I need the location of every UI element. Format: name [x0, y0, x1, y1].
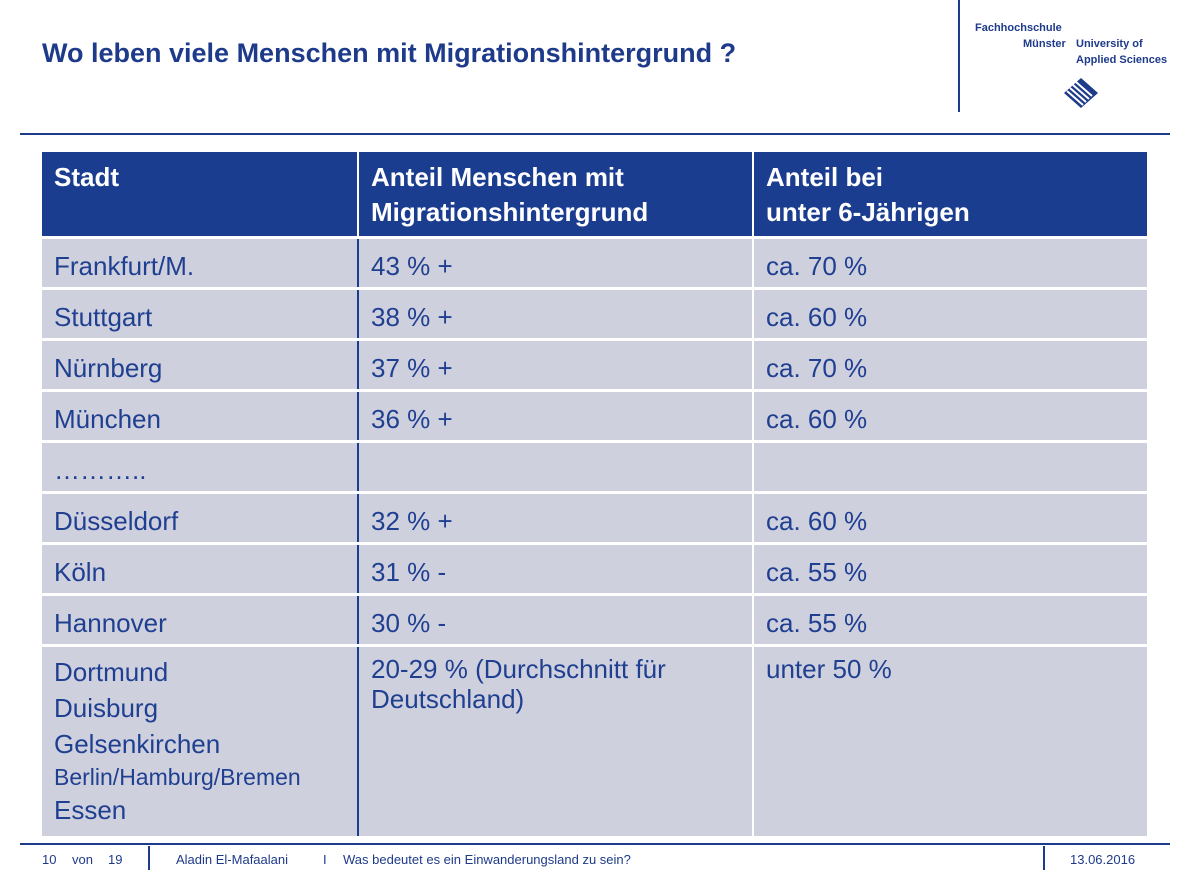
- header-under6-share-line2: unter 6-Jährigen: [766, 197, 970, 227]
- cell-share: 43 % +: [357, 236, 753, 289]
- share-line1: 20-29 % (Durchschnitt für: [371, 654, 666, 684]
- table-row: Köln 31 % - ca. 55 %: [42, 542, 1147, 595]
- logo-text-english: University of Applied Sciences: [1076, 36, 1167, 68]
- cell-share: 37 % +: [357, 338, 753, 391]
- logo-line-muenster: Münster: [1023, 38, 1066, 50]
- footer-author: Aladin El-Mafaalani: [176, 852, 289, 867]
- cell-city: Frankfurt/M.: [42, 236, 358, 289]
- city-duisburg: Duisburg: [54, 693, 159, 723]
- footer-page-total: 19: [108, 852, 123, 867]
- footer-date: 13.06.2016: [1070, 852, 1136, 867]
- cell-city: Nürnberg: [42, 338, 358, 391]
- table-row: Stuttgart 38 % + ca. 60 %: [42, 287, 1147, 340]
- table-row-ellipsis: ………..: [42, 440, 1147, 493]
- cell-under6: ca. 60 %: [752, 491, 1147, 544]
- cell-share: 32 % +: [357, 491, 753, 544]
- cell-share: 20-29 % (Durchschnitt für Deutschland): [357, 644, 753, 836]
- header-under6-share-line1: Anteil bei: [766, 162, 884, 192]
- table-row-multi-city: Dortmund Duisburg Gelsenkirchen Berlin/H…: [42, 644, 1147, 836]
- footer-subtitle: Was bedeutet es ein Einwanderungsland zu…: [343, 852, 631, 867]
- footer-divider-right: [1043, 846, 1045, 870]
- header-migration-share-line2: Migrationshintergrund: [371, 197, 649, 227]
- city-dortmund: Dortmund: [54, 657, 169, 687]
- header-rule: [20, 133, 1170, 135]
- cell-under6: ca. 60 %: [752, 389, 1147, 442]
- cell-city: ………..: [42, 440, 358, 493]
- logo-line-applied-sciences: Applied Sciences: [1076, 54, 1168, 66]
- cell-city: Stuttgart: [42, 287, 358, 340]
- cell-under6: ca. 60 %: [752, 287, 1147, 340]
- cell-under6: ca. 70 %: [752, 236, 1147, 289]
- cell-share: 36 % +: [357, 389, 753, 442]
- cell-share: 38 % +: [357, 287, 753, 340]
- cell-cities-list: Dortmund Duisburg Gelsenkirchen Berlin/H…: [42, 644, 358, 836]
- header-city-line1: Stadt: [54, 162, 119, 192]
- table-header-row: Stadt Anteil Menschen mit Migrationshint…: [42, 152, 1147, 238]
- table-row: Düsseldorf 32 % + ca. 60 %: [42, 491, 1147, 544]
- logo-divider: [958, 0, 960, 112]
- university-logo-icon: [1064, 78, 1098, 108]
- cell-city: Köln: [42, 542, 358, 595]
- cell-under6: ca. 55 %: [752, 593, 1147, 646]
- table-row: Hannover 30 % - ca. 55 %: [42, 593, 1147, 646]
- cell-share: 30 % -: [357, 593, 753, 646]
- footer-of-label: von: [72, 852, 93, 867]
- table-row: Frankfurt/M. 43 % + ca. 70 %: [42, 236, 1147, 289]
- cell-under6: ca. 70 %: [752, 338, 1147, 391]
- header-migration-share-line1: Anteil Menschen mit: [371, 162, 624, 192]
- cell-under6: [752, 440, 1147, 493]
- cell-share: 31 % -: [357, 542, 753, 595]
- cell-share: [357, 440, 753, 493]
- logo-line-fachhochschule: Fachhochschule: [975, 22, 1062, 34]
- cell-city: Hannover: [42, 593, 358, 646]
- logo-text-german: Fachhochschule Münster: [975, 20, 1066, 52]
- footer-divider: [148, 846, 150, 870]
- city-essen: Essen: [54, 795, 127, 825]
- cell-city: München: [42, 389, 358, 442]
- cell-under6: ca. 55 %: [752, 542, 1147, 595]
- table-row: Nürnberg 37 % + ca. 70 %: [42, 338, 1147, 391]
- table-row: München 36 % + ca. 60 %: [42, 389, 1147, 442]
- footer-page-number: 10: [42, 852, 57, 867]
- header-under6-share: Anteil bei unter 6-Jährigen: [752, 152, 1147, 238]
- footer-rule: [20, 843, 1170, 845]
- footer-separator: I: [323, 852, 327, 867]
- share-line2: Deutschland): [371, 684, 525, 714]
- migration-table: Stadt Anteil Menschen mit Migrationshint…: [42, 152, 1147, 836]
- logo-line-university: University of: [1076, 38, 1143, 50]
- cell-city: Düsseldorf: [42, 491, 358, 544]
- cell-under6: unter 50 %: [752, 644, 1147, 836]
- slide-title: Wo leben viele Menschen mit Migrationshi…: [42, 38, 737, 68]
- header-city: Stadt: [42, 152, 358, 238]
- city-berlin-hamburg-bremen: Berlin/Hamburg/Bremen: [54, 764, 301, 790]
- city-gelsenkirchen: Gelsenkirchen: [54, 729, 221, 759]
- header-migration-share: Anteil Menschen mit Migrationshintergrun…: [357, 152, 753, 238]
